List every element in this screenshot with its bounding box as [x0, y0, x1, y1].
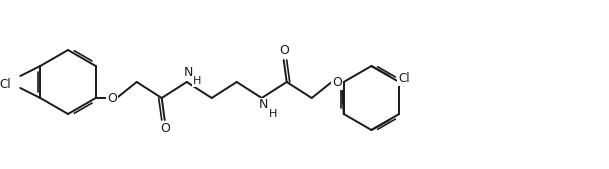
Text: N: N	[184, 66, 194, 79]
Text: Cl: Cl	[0, 78, 12, 91]
Text: O: O	[279, 44, 289, 57]
Text: O: O	[160, 123, 170, 136]
Text: O: O	[332, 76, 342, 89]
Text: O: O	[107, 91, 117, 104]
Text: H: H	[269, 109, 277, 119]
Text: Cl: Cl	[398, 73, 410, 86]
Text: H: H	[192, 76, 201, 86]
Text: N: N	[259, 99, 269, 112]
